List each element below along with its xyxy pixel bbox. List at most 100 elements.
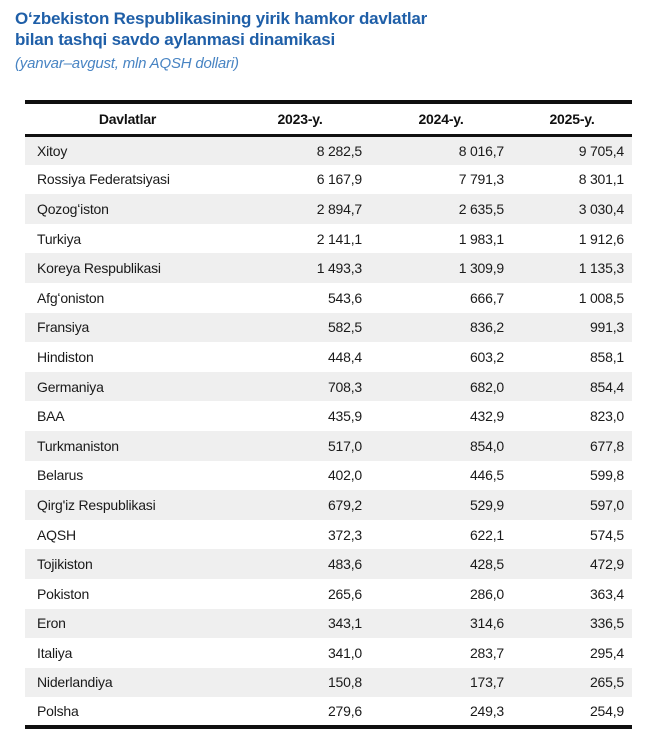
page-title-line-2: bilan tashqi savdo aylanmasi dinamikasi	[15, 30, 336, 49]
value-2025: 858,1	[589, 348, 624, 365]
value-2023: 448,4	[327, 348, 362, 365]
value-2025: 3 030,4	[578, 200, 625, 217]
value-2024: 1 983,1	[458, 230, 505, 247]
table-row: Qozogʻiston 2 894,7 2 635,5 3 030,4	[25, 194, 632, 224]
table-row: Tojikiston 483,6 428,5 472,9	[25, 549, 632, 579]
table-row: Pokiston 265,6 286,0 363,4	[25, 579, 632, 609]
country-name: Belarus	[37, 467, 84, 484]
value-2024: 682,0	[469, 378, 504, 395]
trade-turnover-table: Davlatlar 2023-y. 2024-y. 2025-y. Xitoy …	[25, 100, 632, 729]
country-name: Tojikiston	[37, 556, 93, 573]
value-2025: 823,0	[589, 408, 624, 425]
table-row: AQSH 372,3 622,1 574,5	[25, 520, 632, 550]
value-2025: 991,3	[589, 319, 624, 336]
value-2023: 372,3	[327, 526, 362, 543]
table-row: Hindiston 448,4 603,2 858,1	[25, 342, 632, 372]
value-2024: 603,2	[469, 348, 504, 365]
country-name: Italiya	[37, 644, 73, 661]
value-2023: 279,6	[327, 703, 362, 720]
value-2025: 574,5	[589, 526, 624, 543]
value-2024: 666,7	[469, 289, 504, 306]
value-2025: 254,9	[589, 703, 624, 720]
country-name: Xitoy	[37, 142, 68, 159]
value-2025: 8 301,1	[578, 171, 625, 188]
table-row: Polsha 279,6 249,3 254,9	[25, 697, 632, 727]
value-2024: 7 791,3	[458, 171, 505, 188]
country-name: Hindiston	[37, 348, 94, 365]
country-name: Turkmaniston	[37, 437, 119, 454]
country-name: Germaniya	[37, 378, 104, 395]
value-2023: 435,9	[327, 408, 362, 425]
value-2025: 295,4	[589, 644, 624, 661]
value-2025: 597,0	[589, 496, 624, 513]
value-2025: 1 008,5	[578, 289, 625, 306]
table-row: Eron 343,1 314,6 336,5	[25, 608, 632, 639]
value-2024: 314,6	[469, 615, 504, 632]
country-name: Turkiya	[37, 230, 81, 247]
value-2025: 363,4	[589, 585, 624, 602]
value-2024: 249,3	[469, 703, 504, 720]
value-2024: 8 016,7	[458, 142, 505, 159]
table-row: Fransiya 582,5 836,2 991,3	[25, 312, 632, 343]
value-2025: 599,8	[589, 467, 624, 484]
table-row: Turkmaniston 517,0 854,0 677,8	[25, 430, 632, 461]
value-2025: 1 135,3	[578, 260, 625, 277]
table-row: Niderlandiya 150,8 173,7 265,5	[25, 667, 632, 698]
value-2023: 150,8	[327, 674, 362, 691]
table-header: Davlatlar 2023-y. 2024-y. 2025-y.	[25, 102, 632, 135]
table-row: BAA 435,9 432,9 823,0	[25, 401, 632, 431]
column-header-2024: 2024-y.	[418, 110, 464, 127]
value-2024: 836,2	[469, 319, 504, 336]
value-2023: 6 167,9	[316, 171, 363, 188]
value-2023: 582,5	[327, 319, 362, 336]
value-2024: 854,0	[469, 437, 504, 454]
country-name: BAA	[37, 408, 65, 425]
table-row: Rossiya Federatsiyasi 6 167,9 7 791,3 8 …	[25, 165, 632, 195]
value-2023: 483,6	[327, 556, 362, 573]
value-2024: 173,7	[469, 674, 504, 691]
table-row: Turkiya 2 141,1 1 983,1 1 912,6	[25, 224, 632, 254]
value-2024: 432,9	[469, 408, 504, 425]
value-2024: 286,0	[469, 585, 504, 602]
value-2023: 2 141,1	[316, 230, 363, 247]
table-row: Afgʻoniston 543,6 666,7 1 008,5	[25, 283, 632, 313]
value-2024: 622,1	[469, 526, 504, 543]
value-2024: 1 309,9	[458, 260, 505, 277]
country-name: Polsha	[37, 703, 79, 720]
table-row: Germaniya 708,3 682,0 854,4	[25, 371, 632, 402]
column-header-countries: Davlatlar	[98, 110, 157, 127]
table-row: Belarus 402,0 446,5 599,8	[25, 461, 632, 491]
value-2025: 265,5	[589, 674, 624, 691]
value-2023: 679,2	[327, 496, 362, 513]
value-2023: 2 894,7	[316, 200, 363, 217]
value-2025: 336,5	[589, 615, 624, 632]
value-2025: 9 705,4	[578, 142, 625, 159]
table-header-row: Davlatlar 2023-y. 2024-y. 2025-y.	[25, 102, 632, 135]
table-row: Qirg'iz Respublikasi 679,2 529,9 597,0	[25, 490, 632, 520]
value-2023: 402,0	[327, 467, 362, 484]
value-2025: 472,9	[589, 556, 624, 573]
value-2025: 854,4	[589, 378, 624, 395]
value-2023: 265,6	[327, 585, 362, 602]
value-2024: 283,7	[469, 644, 504, 661]
value-2025: 1 912,6	[578, 230, 625, 247]
country-name: Afgʻoniston	[37, 289, 105, 306]
country-name: Eron	[37, 615, 66, 632]
table-row: Koreya Respublikasi 1 493,3 1 309,9 1 13…	[25, 253, 632, 283]
value-2025: 677,8	[589, 437, 624, 454]
page-subtitle: (yanvar–avgust, mln AQSH dollari)	[15, 55, 239, 72]
value-2023: 543,6	[327, 289, 362, 306]
value-2023: 343,1	[327, 615, 362, 632]
value-2023: 1 493,3	[316, 260, 363, 277]
country-name: Rossiya Federatsiyasi	[37, 171, 170, 188]
value-2023: 341,0	[327, 644, 362, 661]
value-2023: 8 282,5	[316, 142, 363, 159]
value-2024: 2 635,5	[458, 200, 505, 217]
country-name: Pokiston	[37, 585, 90, 602]
table-row: Xitoy 8 282,5 8 016,7 9 705,4	[25, 135, 632, 165]
country-name: Qozogʻiston	[37, 200, 109, 217]
country-name: AQSH	[37, 526, 76, 543]
column-header-2025: 2025-y.	[549, 110, 595, 127]
column-header-2023: 2023-y.	[277, 110, 323, 127]
